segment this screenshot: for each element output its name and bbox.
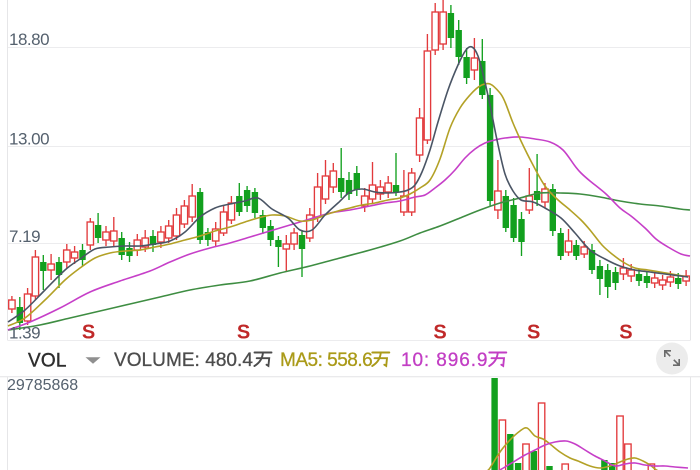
- svg-text:S: S: [619, 322, 632, 344]
- svg-text:S: S: [237, 322, 250, 344]
- svg-text:S: S: [433, 322, 446, 344]
- svg-text:VOLUME: 480.4: VOLUME: 480.4: [114, 350, 253, 371]
- svg-text:1.39: 1.39: [9, 324, 40, 343]
- svg-text:VOL: VOL: [28, 351, 67, 372]
- svg-text:MA5: 558.6: MA5: 558.6: [280, 350, 372, 371]
- svg-text:13.00: 13.00: [9, 130, 49, 149]
- svg-text:29785868: 29785868: [7, 377, 78, 394]
- svg-text:7.19: 7.19: [9, 227, 40, 246]
- svg-text:S: S: [82, 322, 95, 344]
- svg-text:S: S: [527, 322, 540, 344]
- svg-text:10: 896.9: 10: 896.9: [401, 350, 488, 371]
- svg-text:18.80: 18.80: [9, 30, 49, 49]
